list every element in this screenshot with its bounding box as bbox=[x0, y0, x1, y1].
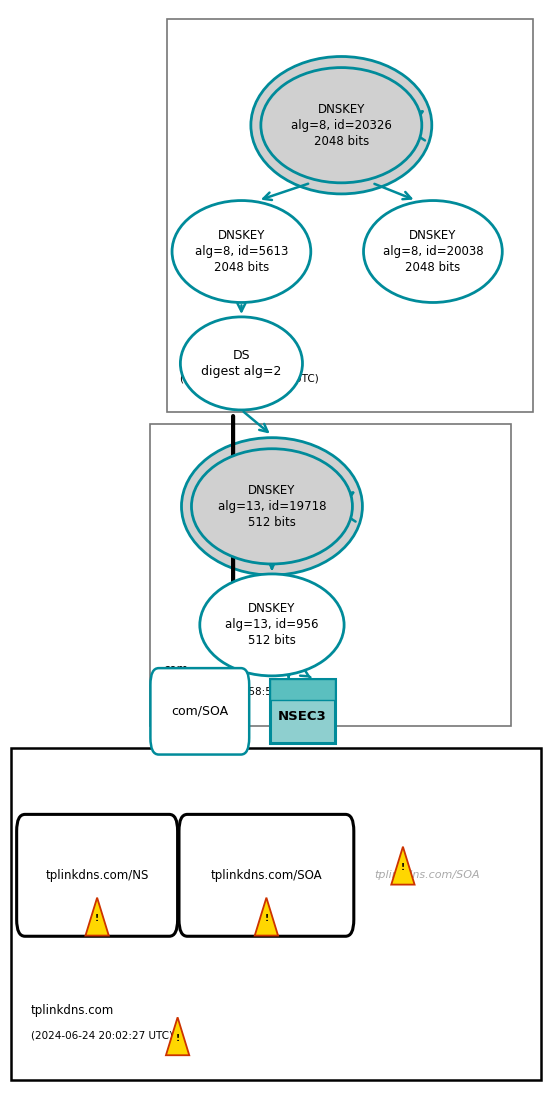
Text: tplinkdns.com/NS: tplinkdns.com/NS bbox=[46, 869, 149, 882]
Text: !: ! bbox=[401, 863, 405, 872]
Text: tplinkdns.com/SOA: tplinkdns.com/SOA bbox=[375, 870, 480, 881]
Ellipse shape bbox=[364, 201, 502, 302]
Text: tplinkdns.com/SOA: tplinkdns.com/SOA bbox=[210, 869, 322, 882]
Polygon shape bbox=[85, 897, 109, 935]
FancyBboxPatch shape bbox=[270, 679, 335, 700]
Ellipse shape bbox=[261, 68, 422, 183]
Text: (2024-06-24  3:31:20 UTC): (2024-06-24 3:31:20 UTC) bbox=[180, 373, 319, 383]
Ellipse shape bbox=[181, 438, 362, 575]
Text: DNSKEY
alg=8, id=5613
2048 bits: DNSKEY alg=8, id=5613 2048 bits bbox=[195, 229, 288, 274]
Ellipse shape bbox=[172, 201, 311, 302]
Polygon shape bbox=[255, 897, 278, 935]
FancyBboxPatch shape bbox=[11, 748, 541, 1080]
Text: (2024-06-24 16:58:54 UTC): (2024-06-24 16:58:54 UTC) bbox=[164, 687, 306, 697]
FancyBboxPatch shape bbox=[150, 668, 249, 755]
Polygon shape bbox=[166, 1017, 189, 1055]
FancyBboxPatch shape bbox=[270, 679, 335, 743]
Text: !: ! bbox=[175, 1034, 180, 1043]
Ellipse shape bbox=[200, 574, 344, 676]
FancyBboxPatch shape bbox=[150, 424, 511, 726]
Text: .: . bbox=[180, 349, 184, 362]
Text: com/SOA: com/SOA bbox=[171, 705, 228, 718]
Text: !: ! bbox=[264, 914, 269, 923]
FancyBboxPatch shape bbox=[17, 814, 178, 936]
Text: DNSKEY
alg=8, id=20038
2048 bits: DNSKEY alg=8, id=20038 2048 bits bbox=[382, 229, 483, 274]
Polygon shape bbox=[391, 847, 415, 884]
Text: (2024-06-24 20:02:27 UTC): (2024-06-24 20:02:27 UTC) bbox=[31, 1030, 173, 1040]
FancyBboxPatch shape bbox=[179, 814, 354, 936]
Ellipse shape bbox=[180, 317, 302, 410]
Text: DS
digest alg=2: DS digest alg=2 bbox=[201, 349, 281, 378]
FancyBboxPatch shape bbox=[166, 19, 533, 412]
Text: tplinkdns.com: tplinkdns.com bbox=[31, 1004, 114, 1017]
Ellipse shape bbox=[251, 57, 432, 194]
Text: DNSKEY
alg=8, id=20326
2048 bits: DNSKEY alg=8, id=20326 2048 bits bbox=[291, 103, 392, 147]
Ellipse shape bbox=[191, 449, 352, 564]
Text: !: ! bbox=[95, 914, 99, 923]
Text: com: com bbox=[164, 663, 189, 676]
Text: DNSKEY
alg=13, id=956
512 bits: DNSKEY alg=13, id=956 512 bits bbox=[225, 603, 319, 647]
Text: NSEC3: NSEC3 bbox=[278, 710, 327, 724]
Text: DNSKEY
alg=13, id=19718
512 bits: DNSKEY alg=13, id=19718 512 bits bbox=[218, 484, 326, 529]
